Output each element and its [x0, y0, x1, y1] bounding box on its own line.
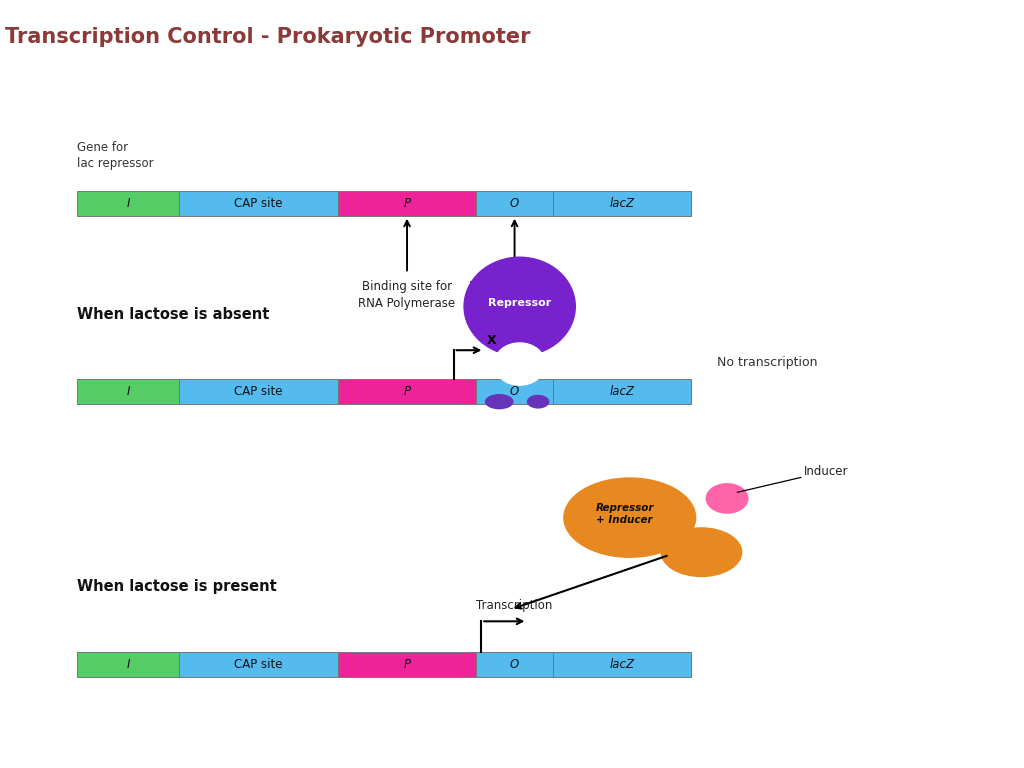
FancyBboxPatch shape: [476, 652, 553, 677]
Ellipse shape: [485, 394, 514, 409]
Text: Transcription Control - Prokaryotic Promoter: Transcription Control - Prokaryotic Prom…: [5, 27, 530, 47]
Text: When lactose is present: When lactose is present: [77, 579, 276, 594]
FancyBboxPatch shape: [553, 652, 691, 677]
FancyBboxPatch shape: [77, 379, 179, 404]
Text: CAP site: CAP site: [234, 658, 283, 670]
Text: Transcription: Transcription: [476, 599, 553, 612]
Ellipse shape: [527, 395, 550, 409]
Text: Binding site for
RNA Polymerase: Binding site for RNA Polymerase: [358, 280, 456, 310]
FancyBboxPatch shape: [179, 652, 338, 677]
FancyBboxPatch shape: [179, 379, 338, 404]
Ellipse shape: [464, 257, 577, 356]
Text: O: O: [510, 197, 519, 210]
Text: No transcription: No transcription: [717, 356, 817, 369]
FancyBboxPatch shape: [179, 191, 338, 216]
FancyBboxPatch shape: [476, 191, 553, 216]
FancyBboxPatch shape: [553, 379, 691, 404]
FancyBboxPatch shape: [77, 652, 179, 677]
Text: P: P: [403, 658, 411, 670]
Ellipse shape: [495, 343, 546, 386]
FancyBboxPatch shape: [77, 191, 179, 216]
Ellipse shape: [563, 478, 696, 558]
Text: When lactose is absent: When lactose is absent: [77, 306, 269, 322]
Text: I: I: [126, 197, 130, 210]
FancyBboxPatch shape: [476, 379, 553, 404]
FancyBboxPatch shape: [338, 379, 476, 404]
Text: lacZ: lacZ: [609, 197, 635, 210]
Text: Binding site for
repressor: Binding site for repressor: [469, 280, 560, 310]
Text: CAP site: CAP site: [234, 197, 283, 210]
Text: I: I: [126, 658, 130, 670]
Text: O: O: [510, 386, 519, 398]
Ellipse shape: [706, 483, 749, 514]
Text: Repressor
+ Inducer: Repressor + Inducer: [595, 502, 654, 525]
FancyBboxPatch shape: [338, 652, 476, 677]
Text: CAP site: CAP site: [234, 386, 283, 398]
Ellipse shape: [660, 527, 742, 578]
Text: I: I: [126, 386, 130, 398]
Text: lac repressor: lac repressor: [77, 157, 154, 170]
Text: P: P: [403, 197, 411, 210]
Text: Inducer: Inducer: [737, 465, 848, 492]
Text: O: O: [510, 658, 519, 670]
Text: Gene for: Gene for: [77, 141, 128, 154]
Text: X: X: [486, 334, 496, 347]
FancyBboxPatch shape: [553, 191, 691, 216]
Text: lacZ: lacZ: [609, 386, 635, 398]
Text: P: P: [403, 386, 411, 398]
Text: Repressor: Repressor: [488, 297, 551, 308]
Text: lacZ: lacZ: [609, 658, 635, 670]
FancyBboxPatch shape: [338, 191, 476, 216]
